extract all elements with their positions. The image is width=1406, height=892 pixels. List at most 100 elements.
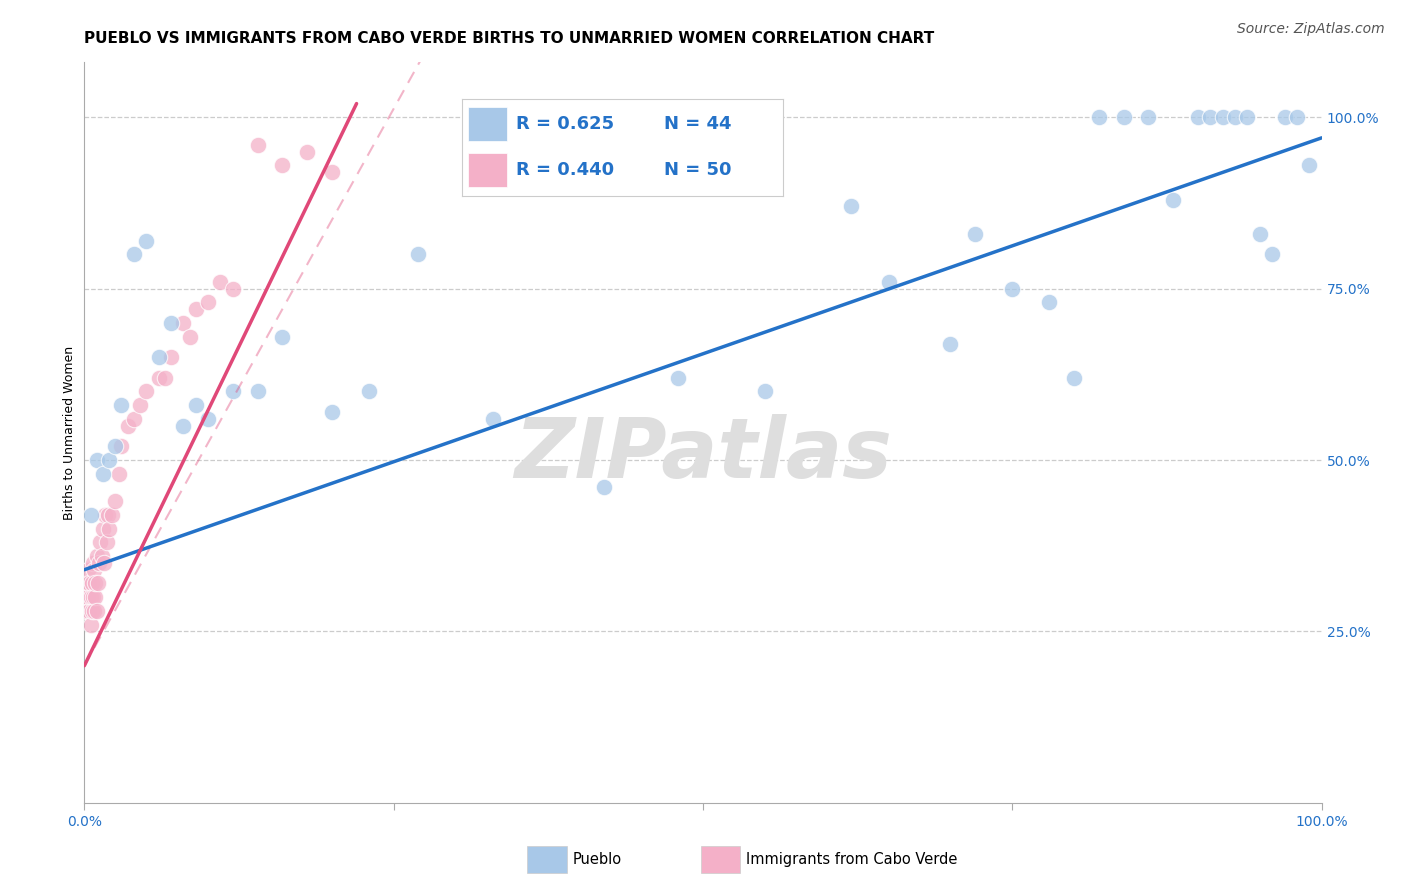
Point [129, 398, 152, 412]
Point [98, 453, 121, 467]
Point [179, 329, 201, 343]
Point [77, 563, 100, 577]
Point [108, 467, 131, 481]
Point [1285, 110, 1308, 124]
Point [77, 590, 100, 604]
Point [593, 480, 616, 494]
Point [1088, 110, 1111, 124]
Point [841, 199, 863, 213]
Point [110, 439, 132, 453]
Point [91, 467, 114, 481]
Point [1274, 110, 1296, 124]
Text: Immigrants from Cabo Verde: Immigrants from Cabo Verde [747, 853, 957, 867]
Point [666, 371, 689, 385]
Point [79, 590, 101, 604]
Point [79, 604, 101, 618]
Point [939, 336, 962, 351]
Point [100, 508, 122, 522]
Point [271, 158, 294, 172]
Point [80, 576, 103, 591]
Point [246, 384, 269, 399]
Point [79, 508, 101, 522]
Point [877, 275, 900, 289]
Point [1199, 110, 1222, 124]
Point [148, 350, 170, 364]
Point [1223, 110, 1246, 124]
Point [122, 247, 145, 261]
Point [86, 604, 108, 618]
Point [104, 439, 127, 453]
Point [754, 384, 776, 399]
Point [197, 412, 219, 426]
Point [1212, 110, 1234, 124]
Point [172, 418, 194, 433]
Point [148, 371, 170, 385]
Point [84, 590, 107, 604]
Point [321, 405, 343, 419]
Point [83, 604, 105, 618]
Point [79, 576, 101, 591]
Point [75, 604, 97, 618]
Point [1298, 158, 1320, 172]
Point [1038, 295, 1060, 310]
Point [94, 508, 117, 522]
Y-axis label: Births to Unmarried Women: Births to Unmarried Women [63, 345, 76, 520]
Point [160, 350, 183, 364]
Point [321, 165, 343, 179]
Point [135, 384, 157, 399]
Point [295, 145, 318, 159]
Point [135, 234, 157, 248]
Point [76, 590, 98, 604]
Point [1001, 282, 1024, 296]
Point [1236, 110, 1258, 124]
Text: ZIPatlas: ZIPatlas [515, 414, 891, 495]
Point [110, 398, 132, 412]
Point [184, 398, 207, 412]
Point [1161, 193, 1184, 207]
Text: PUEBLO VS IMMIGRANTS FROM CABO VERDE BIRTHS TO UNMARRIED WOMEN CORRELATION CHART: PUEBLO VS IMMIGRANTS FROM CABO VERDE BIR… [84, 31, 935, 46]
Point [97, 508, 120, 522]
Point [965, 227, 987, 241]
Point [79, 617, 101, 632]
Point [87, 576, 110, 591]
Point [89, 556, 111, 570]
Point [82, 590, 104, 604]
Point [481, 412, 503, 426]
Point [1261, 247, 1284, 261]
Point [86, 549, 108, 563]
Point [271, 329, 294, 343]
Point [91, 522, 114, 536]
Point [122, 412, 145, 426]
FancyBboxPatch shape [700, 847, 740, 873]
Point [222, 282, 245, 296]
Point [96, 535, 118, 549]
Point [83, 563, 105, 577]
Point [93, 556, 115, 570]
Point [408, 247, 430, 261]
Text: Source: ZipAtlas.com: Source: ZipAtlas.com [1237, 22, 1385, 37]
Point [153, 371, 176, 385]
Point [172, 316, 194, 330]
Point [80, 604, 103, 618]
Point [1137, 110, 1160, 124]
Point [1063, 371, 1085, 385]
Point [86, 453, 108, 467]
Point [246, 137, 269, 152]
Point [76, 576, 98, 591]
Point [117, 418, 139, 433]
Point [184, 302, 207, 317]
Text: Pueblo: Pueblo [574, 853, 623, 867]
Point [1187, 110, 1209, 124]
Point [1249, 227, 1271, 241]
Point [104, 494, 127, 508]
Point [197, 295, 219, 310]
Point [160, 316, 183, 330]
Point [98, 522, 121, 536]
Point [1112, 110, 1135, 124]
Point [82, 556, 104, 570]
Point [357, 384, 380, 399]
Point [84, 576, 107, 591]
Point [90, 549, 112, 563]
Point [89, 535, 111, 549]
Point [222, 384, 245, 399]
